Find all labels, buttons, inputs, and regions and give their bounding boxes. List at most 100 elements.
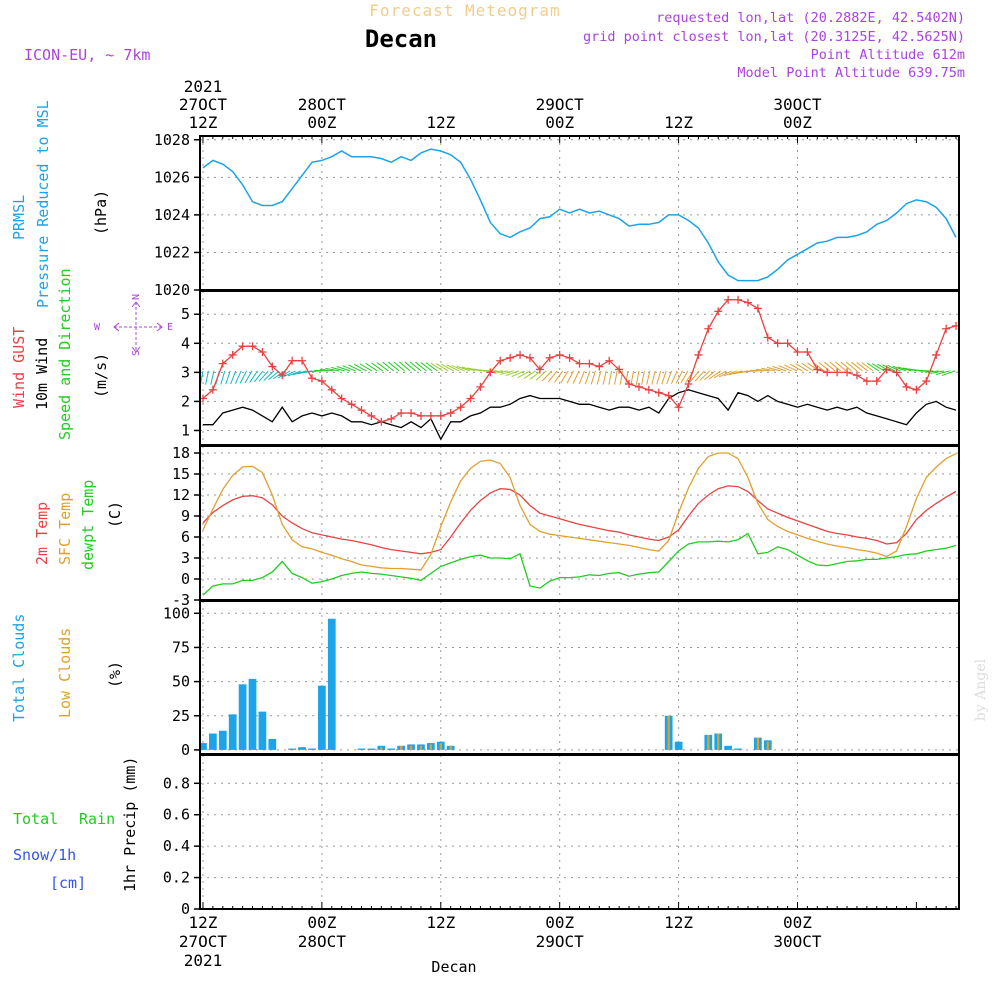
clouds-label-total: Total Clouds [10, 614, 28, 722]
wind-direction-arrow [359, 363, 373, 372]
wind-direction-arrow [494, 370, 509, 374]
wind-gust-marker [625, 379, 634, 388]
wind-direction-arrow [461, 366, 476, 372]
wind-gust-marker [932, 350, 941, 359]
compass-rose: N S W E [94, 294, 173, 356]
panel-frame-clouds [199, 600, 960, 755]
wind-direction-arrow [451, 364, 465, 372]
wind-gust-marker [555, 350, 564, 359]
x-tick-label-bottom: 12Z [426, 913, 455, 932]
requested-coords: requested lon,lat (20.2882E, 42.5402N) [656, 10, 965, 26]
wind-direction-arrow [441, 363, 454, 372]
panel-frame-pressure [199, 135, 960, 291]
wind-gust-marker [357, 406, 366, 415]
forecast-title: Forecast Meteogram [369, 1, 560, 20]
y-tick-label-precip: 0.8 [163, 774, 190, 792]
wind-direction-arrow [220, 370, 226, 385]
wind-gust-marker [714, 307, 723, 316]
compass-east-label: E [167, 322, 173, 333]
wind-direction-arrow [529, 370, 542, 380]
wind-direction-arrow [704, 370, 716, 381]
wind-direction-arrow [348, 364, 362, 372]
x-tick-label-bottom: 28OCT [298, 932, 347, 951]
wind-gust-marker [684, 379, 693, 388]
wind-direction-arrow [371, 362, 384, 372]
wind-direction-arrow [415, 361, 427, 372]
low-clouds-bar [380, 747, 383, 750]
wind-gust-marker [833, 368, 842, 377]
wind-direction-arrow [511, 370, 525, 378]
wind-direction-arrow [882, 364, 896, 372]
wind-direction-arrow [436, 363, 449, 372]
wind-direction-arrow [892, 365, 907, 372]
wind-direction-arrow [277, 370, 291, 379]
wind-direction-arrow [935, 370, 950, 375]
wind-direction-arrow [584, 370, 591, 385]
y-tick-label-precip: 0.4 [163, 837, 190, 855]
model-altitude: Model Point Altitude 639.75m [737, 65, 965, 81]
wind-direction-arrow [602, 370, 607, 385]
wind-gust-marker [585, 359, 594, 368]
data-layer [198, 148, 961, 910]
low-clouds-bar [707, 734, 710, 750]
pressure-line [202, 148, 957, 282]
temp-label-sfc: SFC Temp [56, 493, 74, 565]
y-tick-label-temp: 9 [181, 507, 190, 525]
wind-direction-arrow [456, 365, 471, 372]
wind-gust-marker [843, 368, 852, 377]
total-clouds-bar [327, 618, 336, 750]
wind-direction-arrow [535, 370, 547, 381]
wind-direction-arrow [713, 370, 727, 379]
wind-direction-arrow [409, 361, 422, 372]
wind-gust-marker [486, 368, 495, 377]
y-tick-label-wind: 3 [181, 363, 190, 381]
precip-label-cm: [cm] [50, 874, 86, 892]
panel-frame-precip [199, 754, 960, 910]
wind-direction-arrow [941, 370, 956, 377]
total-clouds-bar [268, 738, 277, 750]
sfc-temp-line [202, 452, 957, 571]
wind-gust-marker [763, 333, 772, 342]
low-clouds-bar [419, 745, 423, 750]
wind-gust-marker [882, 365, 891, 374]
low-clouds-bar [449, 745, 452, 750]
wind-direction-arrow [812, 362, 825, 372]
wind-direction-arrow [268, 370, 280, 381]
y-tick-label-clouds: 100 [163, 604, 190, 622]
x-tick-label-bottom: 12Z [664, 913, 693, 932]
wind-direction-arrow [866, 362, 880, 372]
wind-direction-arrow [287, 370, 302, 377]
wind-gust-marker [644, 385, 653, 394]
wind-direction-arrow [505, 370, 520, 377]
wind-gust-marker [307, 374, 316, 383]
total-clouds-bar [209, 733, 217, 750]
wind-direction-arrow [694, 370, 705, 382]
wind-gust-marker [278, 371, 287, 380]
wind-direction-arrow [834, 361, 847, 372]
grid-point-coords: grid point closest lon,lat (20.3125E, 42… [583, 29, 965, 45]
wind-direction-arrow [314, 369, 329, 372]
wind-direction-arrow [210, 370, 215, 385]
wind-direction-arrow [708, 370, 721, 380]
y-tick-label-temp: 0 [181, 570, 190, 588]
wind-direction-arrow [336, 366, 351, 372]
wind-direction-arrow [325, 367, 340, 372]
y-tick-label-pressure: 1022 [154, 243, 190, 261]
wind-speed-line [203, 389, 957, 441]
wind-gust-marker [347, 400, 356, 409]
y-tick-label-precip: 0 [181, 900, 190, 918]
wind-direction-arrow [887, 365, 901, 372]
wind-gust-marker [872, 377, 881, 386]
wind-direction-arrow [425, 362, 438, 372]
wind-gust-marker [634, 382, 643, 391]
wind-gust-marker [852, 371, 861, 380]
wind-direction-arrow [239, 370, 248, 384]
wind-direction-arrow [523, 370, 536, 380]
y-tick-label-temp: 6 [181, 528, 190, 546]
wind-direction-arrow [292, 370, 307, 376]
precip-label-total: Total [13, 810, 58, 828]
wind-direction-arrow [675, 370, 683, 384]
x-tick-label-top: 28OCT [298, 95, 347, 114]
wind-gust-marker [426, 411, 435, 420]
wind-direction-arrow [670, 370, 678, 384]
